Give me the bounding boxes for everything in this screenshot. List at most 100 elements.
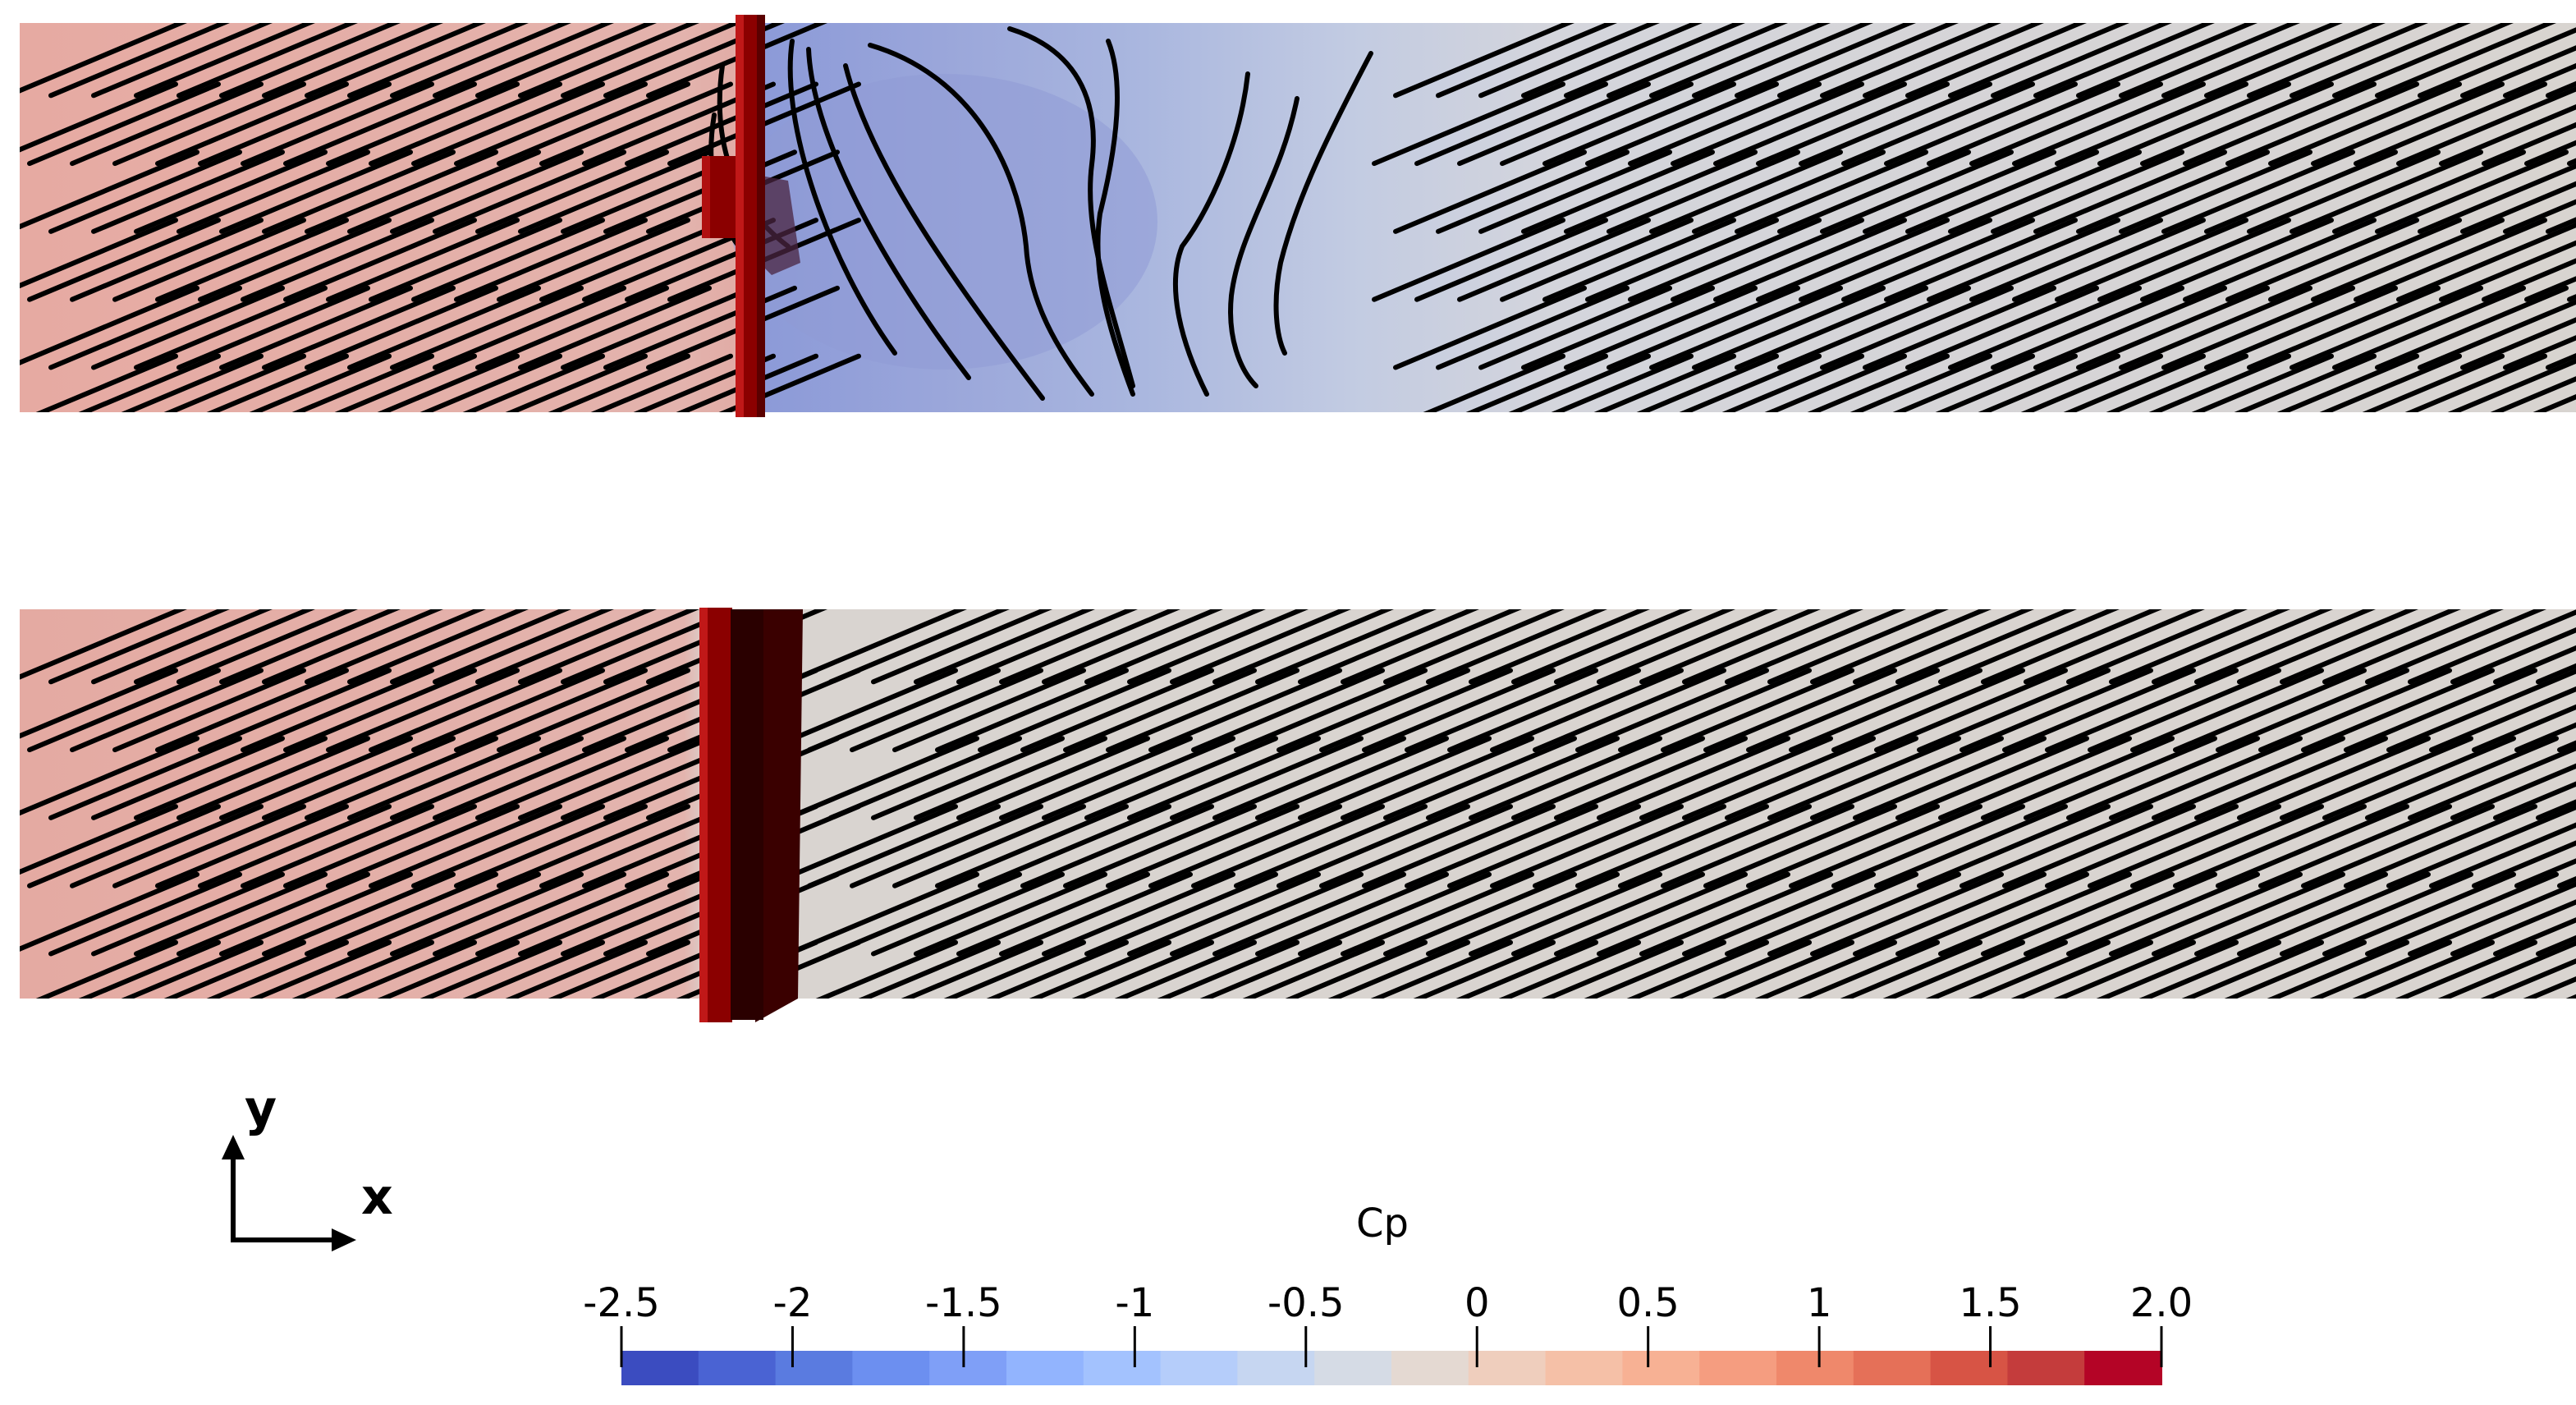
streamline: [1636, 353, 1779, 412]
streamline: [548, 353, 690, 412]
streamline: [1084, 871, 1278, 957]
streamline: [305, 609, 486, 685]
colorbar-swatch: [852, 1351, 931, 1385]
streamline: [241, 218, 434, 302]
streamline: [1820, 285, 2014, 370]
streamline: [20, 149, 199, 230]
streamline: [390, 736, 584, 820]
streamline: [1457, 81, 1651, 167]
streamline: [1607, 285, 1800, 370]
streamline: [2322, 609, 2504, 685]
streamline: [2194, 871, 2388, 957]
streamline: [1362, 804, 1556, 888]
colorbar-swatch: [1391, 1351, 1469, 1385]
streamline: [1170, 871, 1364, 957]
streamline: [2237, 736, 2431, 820]
streamline: [2290, 23, 2471, 99]
streamline: [419, 939, 562, 999]
streamline: [1682, 736, 1876, 820]
streamline: [1042, 871, 1235, 957]
streamline: [2024, 871, 2217, 957]
streamline: [369, 804, 562, 888]
streamline: [943, 939, 1086, 999]
streamline: [35, 939, 178, 999]
streamline: [1383, 609, 1565, 685]
streamline: [2536, 934, 2576, 957]
streamline: [163, 939, 306, 999]
streamline: [561, 23, 742, 99]
streamline: [1500, 218, 1694, 302]
streamline: [1584, 939, 1726, 999]
streamline: [2152, 736, 2345, 820]
streamline: [2268, 81, 2462, 167]
streamline: [305, 149, 498, 234]
streamline: [2066, 871, 2260, 957]
streamline: [2076, 23, 2257, 99]
streamline: [1511, 871, 1705, 957]
streamline: [539, 668, 733, 753]
streamline: [291, 939, 434, 999]
streamline: [2204, 23, 2386, 99]
streamline: [347, 149, 541, 234]
streamline: [2204, 285, 2398, 370]
streamline: [1063, 804, 1257, 888]
streamline: [206, 353, 349, 412]
streamline: [2161, 285, 2355, 370]
streamline: [1917, 668, 2111, 753]
streamline: [475, 285, 669, 370]
streamline: [27, 81, 221, 167]
streamline: [1469, 736, 1662, 820]
streamline: [2204, 149, 2398, 234]
streamline: [1935, 353, 2078, 412]
streamline: [2450, 899, 2576, 957]
streamline: [1148, 804, 1342, 888]
streamline: [2418, 299, 2576, 370]
streamline: [326, 218, 520, 302]
streamline: [2375, 285, 2569, 370]
streamline: [433, 736, 626, 820]
streamline: [2045, 804, 2239, 888]
streamline: [1981, 609, 2162, 685]
colorbar-ticks: -2.5 -2 -1.5 -1 -0.5 0 0.5 1 1.5 2.0: [583, 1280, 2193, 1367]
streamline: [390, 23, 571, 99]
streamline: [112, 668, 306, 753]
colorbar-tick-label: -1.5: [925, 1280, 1002, 1326]
streamline: [2480, 958, 2576, 999]
streamline: [1639, 871, 1833, 957]
streamline: [828, 609, 1010, 685]
streamline: [91, 285, 285, 370]
streamline: [121, 353, 264, 412]
streamline: [1564, 23, 1745, 99]
streamline: [2493, 645, 2576, 685]
streamline: [1071, 939, 1214, 999]
streamline: [1948, 149, 2142, 234]
streamline: [1628, 81, 1822, 167]
streamline: [1447, 804, 1641, 888]
streamline: [112, 218, 306, 302]
streamline: [1478, 285, 1672, 370]
streamline: [2514, 722, 2576, 753]
colorbar-swatch: [775, 1351, 854, 1385]
streamline: [219, 871, 413, 957]
streamline: [1341, 736, 1534, 820]
streamline: [2097, 218, 2291, 302]
streamline: [1508, 353, 1651, 412]
wall-bottom-highlight: [699, 608, 708, 1022]
streamline: [2408, 745, 2576, 820]
streamline: [1892, 353, 2035, 412]
streamline: [2524, 276, 2576, 302]
streamline: [2109, 736, 2303, 820]
streamline: [1372, 81, 1565, 167]
streamline: [176, 609, 358, 685]
wake-low-pressure-region: [731, 74, 1157, 370]
wake-streamline: [1095, 39, 1135, 397]
streamline: [497, 81, 690, 167]
streamline: [1927, 218, 2120, 302]
streamline: [518, 871, 712, 957]
colorbar-tick-label: 1.5: [1959, 1280, 2021, 1326]
streamline: [1413, 939, 1556, 999]
streamline: [2234, 353, 2377, 412]
streamline: [155, 218, 349, 302]
streamline: [2024, 736, 2217, 820]
colorbar-gradient: [621, 1351, 2162, 1385]
